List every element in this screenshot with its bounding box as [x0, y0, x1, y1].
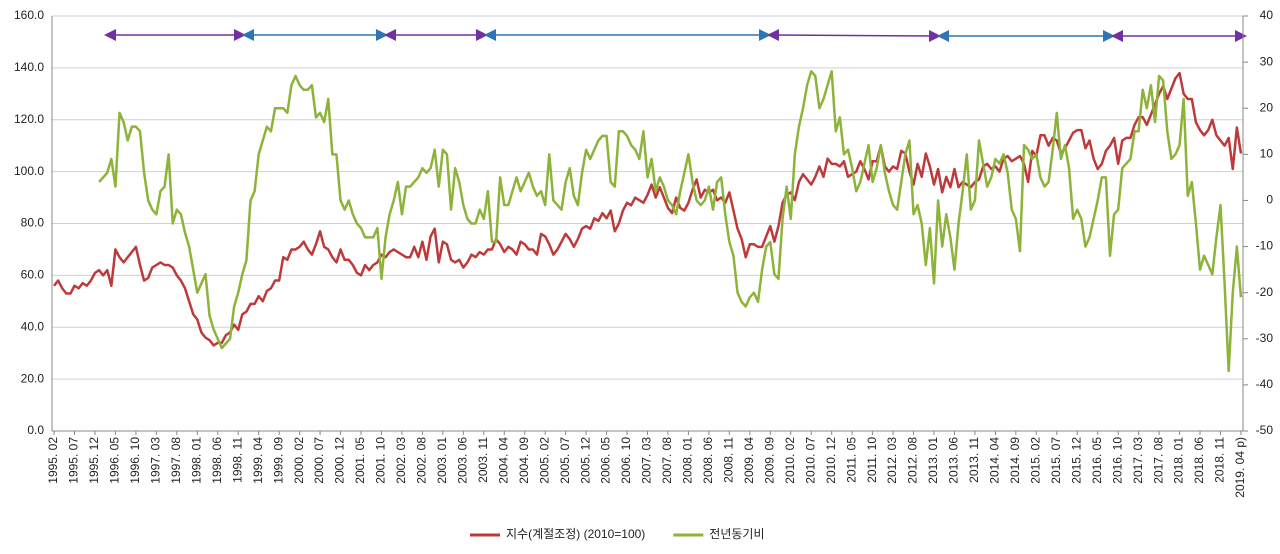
y-tick-label: 140.0: [14, 60, 44, 74]
x-tick-label: 1999. 04: [251, 437, 265, 484]
x-tick-label: 1995. 02: [46, 437, 60, 484]
y-tick-label: 100.0: [14, 164, 44, 178]
y2-tick-label: 20: [1260, 100, 1274, 114]
x-tick-label: 2018. 11: [1213, 437, 1227, 483]
legend-label: 지수(계절조정) (2010=100): [506, 527, 645, 541]
y2-tick-label: -10: [1256, 239, 1274, 253]
x-tick-label: 1996. 10: [128, 437, 142, 484]
x-tick-label: 2015. 12: [1069, 437, 1083, 484]
x-tick-label: 2007. 08: [660, 437, 674, 484]
x-tick-label: 2019. 04 p): [1233, 437, 1247, 498]
x-tick-label: 2008. 01: [681, 437, 695, 484]
x-tick-label: 2001. 10: [374, 437, 388, 484]
x-tick-label: 2017. 03: [1131, 437, 1145, 484]
x-tick-label: 1996. 05: [108, 437, 122, 484]
x-tick-label: 2012. 03: [885, 437, 899, 484]
x-tick-label: 2008. 11: [722, 437, 736, 483]
y-tick-label: 160.0: [14, 8, 44, 22]
x-tick-label: 2003. 01: [435, 437, 449, 484]
x-tick-label: 2011. 05: [844, 437, 858, 483]
x-tick-label: 2006. 10: [619, 437, 633, 484]
x-tick-label: 2000. 07: [312, 437, 326, 484]
x-tick-label: 2014. 04: [988, 437, 1002, 484]
legend: 지수(계절조정) (2010=100) 전년동기비: [470, 527, 765, 541]
x-tick-label: 2001. 05: [353, 437, 367, 484]
x-tick-label: 2014. 09: [1008, 437, 1022, 484]
series-line: [98, 70, 1243, 373]
y2-tick-label: 10: [1260, 147, 1274, 161]
x-tick-label: 2002. 03: [394, 437, 408, 484]
x-tick-label: 1995. 12: [87, 437, 101, 484]
y2-tick-label: -30: [1256, 331, 1274, 345]
y-tick-label: 0.0: [27, 423, 44, 437]
x-tick-label: 2016. 05: [1090, 437, 1104, 484]
x-tick-label: 2009. 04: [742, 437, 756, 484]
x-tick-label: 2010. 12: [824, 437, 838, 484]
x-tick-label: 1998. 11: [230, 437, 244, 483]
y2-tick-label: -20: [1256, 285, 1274, 299]
x-tick-label: 2010. 07: [803, 437, 817, 484]
x-tick-label: 2013. 06: [947, 437, 961, 484]
x-tick-label: 2013. 01: [926, 437, 940, 484]
x-tick-label: 1997. 03: [149, 437, 163, 484]
x-tick-label: 2007. 03: [640, 437, 654, 484]
x-tick-label: 2008. 06: [701, 437, 715, 484]
x-tick-label: 2005. 07: [558, 437, 572, 484]
x-tick-label: 2013. 11: [967, 437, 981, 483]
y2-tick-label: 30: [1260, 54, 1274, 68]
x-tick-label: 2010. 02: [783, 437, 797, 484]
x-tick-label: 2000. 12: [333, 437, 347, 484]
y-tick-label: 20.0: [21, 371, 45, 385]
series-line: [53, 71, 1243, 347]
x-tick-label: 2003. 06: [455, 437, 469, 484]
x-tick-label: 2017. 08: [1151, 437, 1165, 484]
x-tick-label: 2015. 02: [1028, 437, 1042, 484]
x-tick-label: 1999. 09: [271, 437, 285, 484]
x-tick-label: 2002. 08: [415, 437, 429, 484]
x-tick-label: 2000. 02: [292, 437, 306, 484]
x-tick-label: 2006. 05: [599, 437, 613, 484]
period-arrow: [767, 29, 941, 42]
y-tick-label: 40.0: [21, 319, 45, 333]
x-tick-label: 2004. 04: [496, 437, 510, 484]
x-tick-label: 2016. 10: [1110, 437, 1124, 484]
x-tick-label: 2018. 06: [1192, 437, 1206, 484]
y-tick-label: 80.0: [21, 216, 45, 230]
x-tick-label: 2009. 09: [762, 437, 776, 484]
x-tick-label: 2015. 07: [1049, 437, 1063, 484]
legend-label: 전년동기비: [709, 527, 764, 541]
x-tick-label: 2018. 01: [1172, 437, 1186, 484]
period-arrows: [104, 29, 1247, 42]
y-tick-label: 120.0: [14, 112, 44, 126]
x-tick-label: 1998. 01: [189, 437, 203, 484]
y2-tick-label: 40: [1260, 8, 1274, 22]
x-tick-label: 2005. 02: [537, 437, 551, 484]
x-tick-label: 2012. 08: [906, 437, 920, 484]
x-tick-label: 2011. 10: [865, 437, 879, 483]
y-tick-label: 60.0: [21, 268, 45, 282]
x-tick-label: 1998. 06: [210, 437, 224, 484]
y2-tick-label: -40: [1256, 377, 1274, 391]
x-tick-label: 2005. 12: [578, 437, 592, 484]
x-tick-label: 1997. 08: [169, 437, 183, 484]
x-tick-label: 1995. 07: [67, 437, 81, 484]
y2-tick-label: -50: [1256, 423, 1274, 437]
x-tick-label: 2003. 11: [476, 437, 490, 483]
x-tick-label: 2004. 09: [517, 437, 531, 484]
y2-tick-label: 0: [1266, 193, 1273, 207]
